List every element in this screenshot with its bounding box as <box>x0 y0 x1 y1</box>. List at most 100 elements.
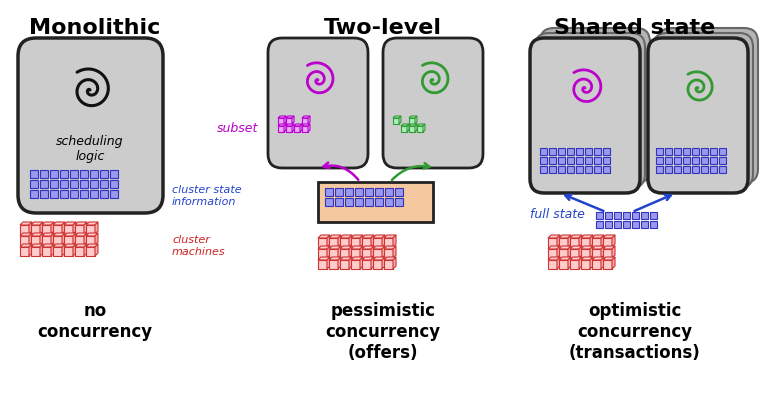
Bar <box>75 225 84 234</box>
Bar <box>592 249 601 258</box>
Text: subset: subset <box>217 122 258 134</box>
Bar <box>70 190 78 198</box>
Bar <box>340 249 349 258</box>
Polygon shape <box>51 222 54 234</box>
Bar <box>20 236 29 245</box>
Bar <box>53 225 62 234</box>
Bar <box>53 236 62 245</box>
Bar <box>90 190 98 198</box>
Polygon shape <box>407 124 409 132</box>
Bar <box>100 190 108 198</box>
Polygon shape <box>581 246 593 249</box>
Bar <box>719 166 726 173</box>
Polygon shape <box>20 233 32 236</box>
Text: optimistic
concurrency
(transactions): optimistic concurrency (transactions) <box>569 302 701 362</box>
Polygon shape <box>340 235 352 238</box>
Bar <box>558 148 565 155</box>
Bar <box>50 170 58 178</box>
Polygon shape <box>294 124 302 126</box>
Polygon shape <box>42 233 54 236</box>
Bar <box>592 238 601 247</box>
Bar <box>559 260 568 269</box>
Polygon shape <box>284 116 286 124</box>
Polygon shape <box>360 257 363 269</box>
Bar <box>632 212 639 219</box>
Bar <box>603 260 612 269</box>
Polygon shape <box>612 257 615 269</box>
Polygon shape <box>64 222 76 225</box>
Bar <box>75 247 84 256</box>
Bar <box>286 126 292 132</box>
Polygon shape <box>590 235 593 247</box>
Bar <box>365 198 373 206</box>
Bar <box>64 236 73 245</box>
Polygon shape <box>349 235 352 247</box>
Polygon shape <box>371 246 374 258</box>
Polygon shape <box>360 246 363 258</box>
Polygon shape <box>318 235 330 238</box>
Polygon shape <box>340 257 352 260</box>
Bar <box>614 221 621 228</box>
Polygon shape <box>53 244 65 247</box>
Polygon shape <box>603 246 615 249</box>
Polygon shape <box>592 235 604 238</box>
Bar <box>110 170 118 178</box>
Bar <box>395 198 403 206</box>
Bar <box>581 249 590 258</box>
Bar <box>80 180 88 188</box>
Polygon shape <box>373 235 385 238</box>
Bar <box>31 225 40 234</box>
Bar <box>75 236 84 245</box>
Bar <box>53 247 62 256</box>
Bar <box>559 249 568 258</box>
Bar <box>278 126 284 132</box>
Polygon shape <box>393 257 396 269</box>
Bar <box>86 236 95 245</box>
Bar <box>605 212 612 219</box>
Polygon shape <box>371 257 374 269</box>
Bar <box>409 118 415 124</box>
Bar <box>42 236 51 245</box>
Bar <box>692 166 699 173</box>
Polygon shape <box>31 233 43 236</box>
Bar <box>302 118 308 124</box>
Text: Monolithic: Monolithic <box>29 18 161 38</box>
Bar <box>641 221 648 228</box>
Polygon shape <box>393 116 401 118</box>
Polygon shape <box>548 257 560 260</box>
Polygon shape <box>409 116 417 118</box>
Bar <box>351 260 360 269</box>
Bar <box>64 247 73 256</box>
Polygon shape <box>557 235 560 247</box>
Polygon shape <box>308 124 310 132</box>
Text: cluster
machines: cluster machines <box>172 235 226 257</box>
Polygon shape <box>373 257 385 260</box>
Polygon shape <box>362 257 374 260</box>
Bar <box>373 238 382 247</box>
Bar <box>384 238 393 247</box>
Polygon shape <box>73 244 76 256</box>
Bar <box>329 238 338 247</box>
Bar <box>373 249 382 258</box>
Bar <box>40 190 48 198</box>
Text: full state: full state <box>530 209 585 221</box>
Bar <box>294 126 300 132</box>
Bar <box>90 170 98 178</box>
Bar <box>329 249 338 258</box>
Polygon shape <box>329 257 341 260</box>
Polygon shape <box>423 124 425 132</box>
Text: Shared state: Shared state <box>555 18 716 38</box>
Bar <box>594 148 601 155</box>
Bar <box>585 157 592 164</box>
Bar <box>656 157 663 164</box>
Bar <box>286 118 292 124</box>
FancyBboxPatch shape <box>540 28 650 183</box>
Polygon shape <box>327 257 330 269</box>
Polygon shape <box>590 257 593 269</box>
Bar <box>596 212 603 219</box>
Bar <box>362 260 371 269</box>
Bar <box>335 188 343 196</box>
Polygon shape <box>338 235 341 247</box>
Bar <box>701 157 708 164</box>
Bar <box>318 182 433 222</box>
